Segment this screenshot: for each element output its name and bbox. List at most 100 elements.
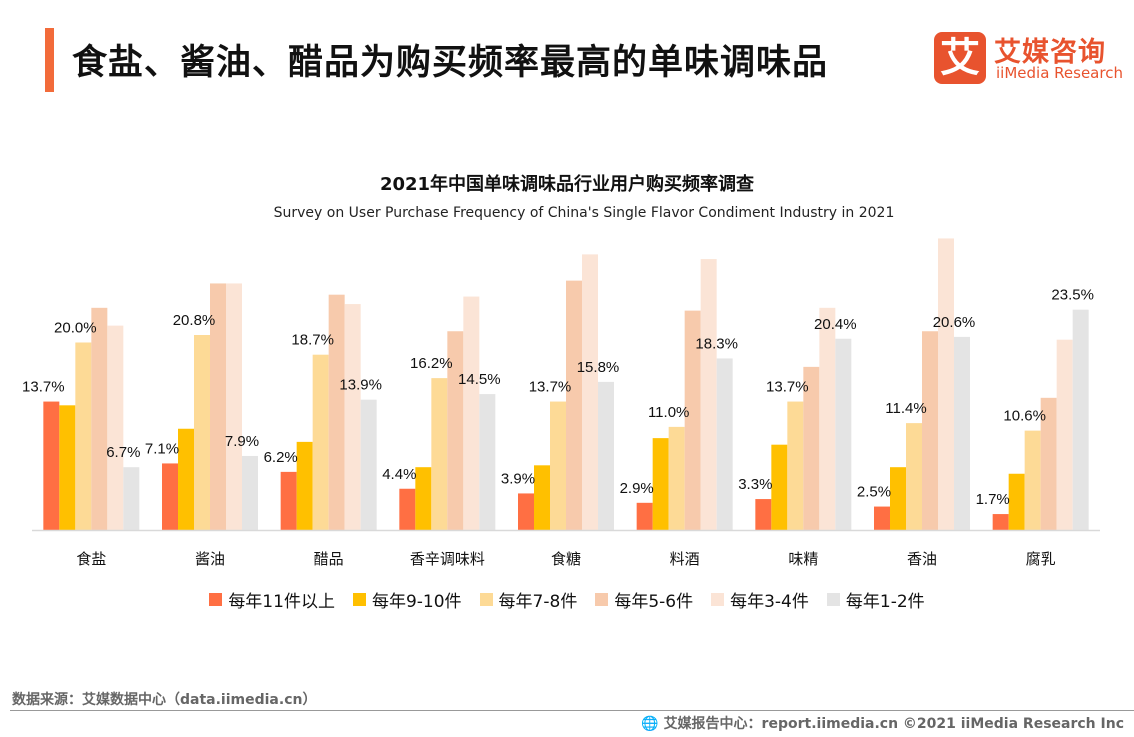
- page-title: 食盐、酱油、醋品为购买频率最高的单味调味品: [72, 43, 829, 83]
- bar: [328, 294, 345, 530]
- bar: [447, 331, 464, 530]
- data-label: 13.7%: [22, 379, 65, 396]
- bar: [566, 280, 582, 530]
- bar: [835, 338, 852, 530]
- bar: [463, 296, 480, 530]
- bar: [890, 467, 906, 530]
- legend-item: 每年1-2件: [826, 587, 925, 612]
- bar: [360, 399, 377, 530]
- data-label: 18.7%: [291, 332, 334, 349]
- bar: [684, 310, 701, 530]
- bar: [399, 488, 416, 530]
- bar: [479, 394, 496, 530]
- bar: [1056, 339, 1073, 530]
- footer-divider: [10, 710, 1134, 711]
- data-label: 10.6%: [1003, 408, 1046, 425]
- legend-swatch: [209, 593, 223, 606]
- bar: [598, 381, 614, 530]
- bar: [178, 428, 194, 530]
- x-tick-label: 香油: [907, 550, 937, 568]
- x-tick-label: 料酒: [670, 550, 700, 568]
- logo-text-en: iiMedia Research: [996, 64, 1123, 82]
- legend-item: 每年9-10件: [352, 587, 462, 612]
- bar: [107, 325, 124, 530]
- legend-swatch: [595, 593, 609, 606]
- bar: [431, 378, 448, 530]
- data-label: 3.9%: [501, 470, 535, 487]
- bar: [771, 444, 788, 530]
- bar: [550, 401, 566, 530]
- bar: [1040, 397, 1057, 530]
- x-tick-label: 醋品: [314, 550, 344, 568]
- x-tick-label: 味精: [788, 550, 818, 568]
- data-label: 15.8%: [577, 359, 620, 376]
- legend-item: 每年5-6件: [595, 587, 693, 612]
- data-label: 6.7%: [106, 444, 140, 461]
- bar: [787, 401, 804, 530]
- data-label: 7.1%: [145, 440, 179, 457]
- data-label: 11.0%: [648, 404, 689, 421]
- legend-swatch: [479, 593, 493, 606]
- bar: [755, 499, 772, 530]
- x-tick-label: 香辛调味料: [410, 550, 485, 568]
- bar: [668, 426, 685, 530]
- bar: [59, 405, 76, 530]
- x-tick-label: 食盐: [76, 550, 106, 568]
- bar: [534, 465, 550, 530]
- bar: [1024, 430, 1041, 530]
- data-label: 20.4%: [814, 316, 857, 333]
- bar: [91, 307, 108, 530]
- bar: [652, 438, 669, 530]
- bar: [226, 283, 242, 530]
- data-label: 2.9%: [620, 480, 654, 497]
- title-accent-bar: [45, 28, 54, 92]
- bar: [582, 254, 598, 530]
- logo-text-cn: 艾媒咨询: [994, 37, 1106, 68]
- chart-subtitle: Survey on User Purchase Frequency of Chi…: [273, 205, 895, 221]
- bar: [938, 238, 954, 530]
- data-label: 18.3%: [695, 335, 738, 352]
- bar: [922, 331, 938, 530]
- data-label: 3.3%: [738, 476, 772, 493]
- logo-mark: 艾: [934, 32, 986, 84]
- legend-item: 每年11件以上: [209, 587, 335, 612]
- bar: [819, 307, 836, 530]
- bar-chart: 13.7% 20.0% 6.7% 食盐 7.1% 20.8% 7.9% 酱油 6.2% 18.7%…: [22, 238, 1100, 568]
- bar: [1008, 473, 1025, 530]
- bar: [518, 493, 534, 530]
- bar: [344, 304, 361, 530]
- data-label: 13.7%: [766, 379, 809, 396]
- legend-swatch: [826, 593, 840, 606]
- bar: [415, 467, 432, 530]
- data-label: 11.4%: [885, 400, 926, 417]
- data-label: 20.6%: [933, 314, 976, 331]
- bar: [194, 335, 210, 530]
- legend-item: 每年7-8件: [479, 587, 577, 612]
- bar: [210, 283, 226, 530]
- chart-title: 2021年中国单味调味品行业用户购买频率调查: [379, 174, 755, 195]
- bar: [716, 358, 733, 530]
- legend: 每年11件以上 每年9-10件 每年7-8件 每年5-6件 每年3-4件 每年1-2件: [0, 587, 1134, 612]
- bar: [874, 506, 890, 530]
- data-label: 14.5%: [458, 371, 501, 388]
- bar: [162, 463, 178, 530]
- bar: [43, 401, 60, 530]
- data-label: 13.9%: [339, 377, 382, 394]
- legend-label: 每年9-10件: [371, 592, 462, 612]
- bar: [242, 455, 258, 530]
- legend-label: 每年1-2件: [845, 592, 925, 612]
- bar: [992, 514, 1009, 530]
- bar: [636, 502, 653, 530]
- data-source: 数据来源：艾媒数据中心（data.iimedia.cn）: [12, 692, 317, 708]
- bar: [954, 336, 970, 530]
- legend-label: 每年5-6件: [614, 592, 694, 612]
- legend-label: 每年11件以上: [228, 592, 335, 612]
- legend-label: 每年3-4件: [730, 592, 809, 612]
- x-tick-label: 食糖: [551, 550, 581, 568]
- bar: [1072, 309, 1089, 530]
- data-label: 6.2%: [264, 449, 298, 466]
- bar: [123, 467, 140, 530]
- legend-swatch: [352, 593, 366, 606]
- legend-item: 每年3-4件: [711, 587, 809, 612]
